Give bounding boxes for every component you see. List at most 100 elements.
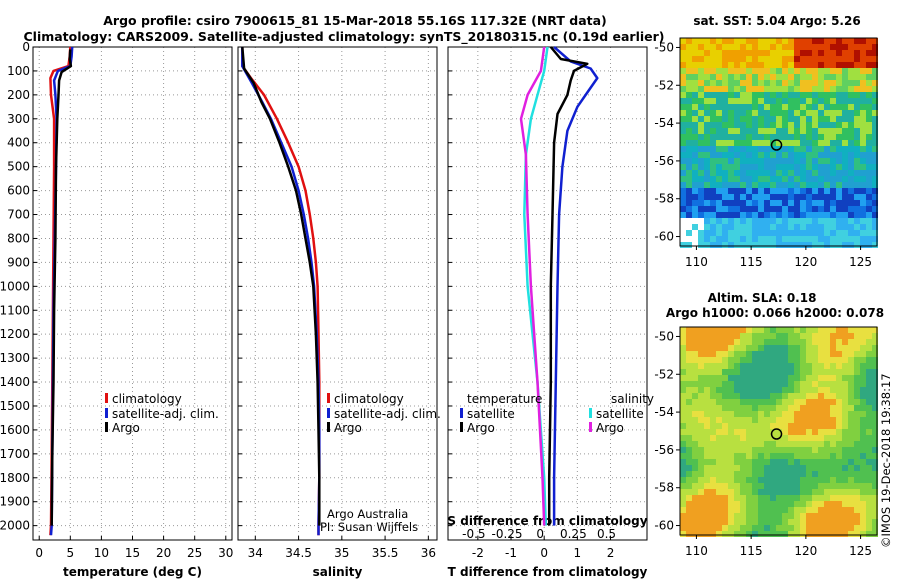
heatmap-cell	[704, 519, 710, 525]
heatmap-cell	[800, 146, 806, 152]
heatmap-cell	[836, 465, 842, 471]
heatmap-cell	[788, 200, 794, 206]
heatmap-cell	[818, 242, 824, 248]
heatmap-cell	[704, 122, 710, 128]
heatmap-cell	[704, 170, 710, 176]
heatmap-cell	[782, 194, 788, 200]
heatmap-cell	[818, 194, 824, 200]
heatmap-cell	[818, 327, 824, 333]
heatmap-cell	[722, 387, 728, 393]
heatmap-cell	[782, 345, 788, 351]
heatmap-cell	[848, 122, 854, 128]
heatmap-cell	[812, 351, 818, 357]
heatmap-cell	[716, 206, 722, 212]
heatmap-cell	[728, 369, 734, 375]
heatmap-cell	[776, 339, 782, 345]
heatmap-cell	[788, 441, 794, 447]
heatmap-cell	[812, 134, 818, 140]
heatmap-cell	[788, 525, 794, 531]
heatmap-cell	[800, 411, 806, 417]
heatmap-cell	[860, 188, 866, 194]
heatmap-cell	[782, 405, 788, 411]
heatmap-cell	[818, 333, 824, 339]
heatmap-cell	[788, 104, 794, 110]
heatmap-cell	[728, 471, 734, 477]
heatmap-cell	[812, 188, 818, 194]
heatmap-cell	[788, 411, 794, 417]
heatmap-cell	[740, 38, 746, 44]
heatmap-cell	[836, 98, 842, 104]
heatmap-cell	[776, 327, 782, 333]
heatmap-cell	[740, 357, 746, 363]
heatmap-cell	[692, 345, 698, 351]
heatmap-cell	[692, 429, 698, 435]
heatmap-cell	[836, 128, 842, 134]
heatmap-cell	[812, 369, 818, 375]
heatmap-cell	[758, 453, 764, 459]
heatmap-cell	[716, 429, 722, 435]
heatmap-cell	[692, 519, 698, 525]
heatmap-cell	[872, 116, 878, 122]
heatmap-cell	[872, 339, 878, 345]
heatmap-cell	[728, 218, 734, 224]
heatmap-cell	[740, 447, 746, 453]
x-axis-label: T difference from climatology	[448, 565, 648, 579]
heatmap-cell	[812, 447, 818, 453]
heatmap-cell	[692, 405, 698, 411]
heatmap-cell	[692, 375, 698, 381]
heatmap-cell	[854, 182, 860, 188]
x-tick-label: 30	[218, 546, 233, 560]
heatmap-cell	[824, 453, 830, 459]
heatmap-cell	[704, 50, 710, 56]
heatmap-cell	[710, 531, 716, 537]
heatmap-cell	[776, 92, 782, 98]
heatmap-cell	[794, 38, 800, 44]
heatmap-cell	[692, 176, 698, 182]
heatmap-cell	[842, 38, 848, 44]
heatmap-cell	[848, 206, 854, 212]
heatmap-cell	[758, 327, 764, 333]
heatmap-cell	[728, 327, 734, 333]
heatmap-cell	[866, 224, 872, 230]
series-line-temperature-argo	[547, 46, 589, 526]
heatmap-cell	[758, 242, 764, 248]
heatmap-cell	[860, 74, 866, 80]
heatmap-cell	[770, 128, 776, 134]
heatmap-cell	[866, 116, 872, 122]
heatmap-cell	[818, 405, 824, 411]
heatmap-cell	[860, 417, 866, 423]
heatmap-cell	[740, 387, 746, 393]
heatmap-cell	[776, 495, 782, 501]
heatmap-cell	[686, 483, 692, 489]
heatmap-cell	[770, 68, 776, 74]
heatmap-cell	[692, 44, 698, 50]
heatmap-cell	[770, 489, 776, 495]
heatmap-cell	[824, 447, 830, 453]
heatmap-cell	[800, 74, 806, 80]
heatmap-cell	[842, 98, 848, 104]
heatmap-cell	[722, 74, 728, 80]
heatmap-cell	[710, 495, 716, 501]
heatmap-cell	[776, 465, 782, 471]
heatmap-cell	[800, 465, 806, 471]
heatmap-cell	[692, 387, 698, 393]
heatmap-cell	[782, 242, 788, 248]
heatmap-cell	[698, 441, 704, 447]
heatmap-cell	[710, 405, 716, 411]
heatmap-cell	[758, 182, 764, 188]
heatmap-cell	[812, 116, 818, 122]
heatmap-cell	[764, 429, 770, 435]
heatmap-cell	[698, 242, 704, 248]
heatmap-cell	[842, 375, 848, 381]
heatmap-cell	[770, 158, 776, 164]
heatmap-cell	[854, 411, 860, 417]
heatmap-cell	[812, 182, 818, 188]
heatmap-cell	[770, 92, 776, 98]
heatmap-cell	[680, 92, 686, 98]
heatmap-cell	[812, 459, 818, 465]
heatmap-cell	[824, 357, 830, 363]
heatmap-cell	[686, 531, 692, 537]
heatmap-cell	[782, 429, 788, 435]
heatmap-cell	[746, 74, 752, 80]
heatmap-cell	[704, 104, 710, 110]
